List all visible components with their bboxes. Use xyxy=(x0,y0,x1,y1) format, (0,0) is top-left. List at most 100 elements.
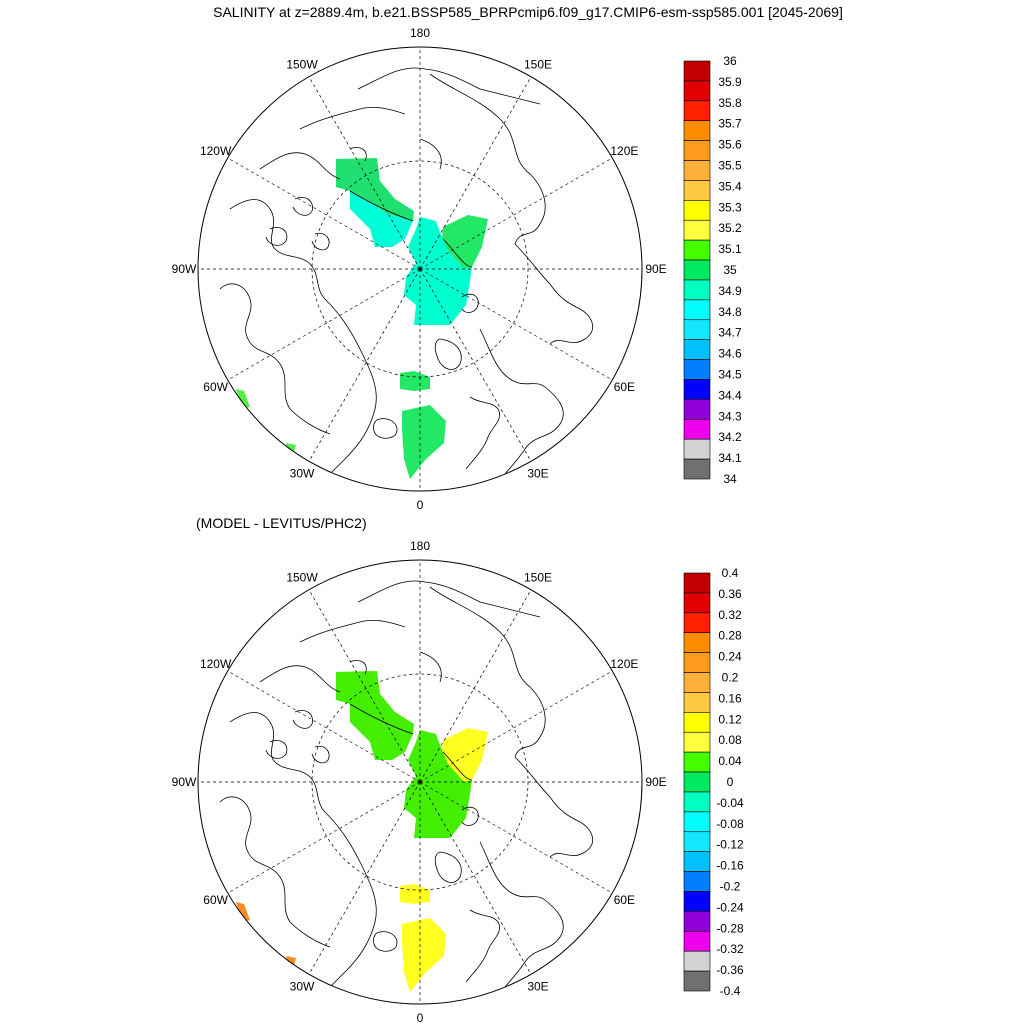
field-iceland xyxy=(400,371,430,391)
field-lab xyxy=(236,902,250,922)
lon-label-30w: 30W xyxy=(290,466,315,480)
lon-label-30e: 30E xyxy=(527,979,548,993)
difference-map-panel: 0 30E 60E 90E 120E 150E 180 150W 120W 90W 60W 30W xyxy=(172,539,667,1024)
difference-colorbar: 0.4 0.36 0.32 0.28 0.24 0.2 0.16 0.12 0.08 0.04 0 -… xyxy=(683,566,744,998)
lon-label-150w: 150W xyxy=(286,58,318,72)
colorbar-label: 35 xyxy=(723,263,737,277)
colorbar-label: -0.32 xyxy=(716,942,744,956)
meridian xyxy=(419,589,532,783)
colorbar-swatch xyxy=(683,831,711,852)
meridian xyxy=(419,268,532,462)
colorbar-label: 0.4 xyxy=(722,566,739,580)
colorbar-swatch xyxy=(683,612,711,634)
colorbar-swatch xyxy=(683,279,711,301)
coastline xyxy=(514,243,594,345)
coastline xyxy=(292,709,313,729)
graticule xyxy=(198,560,642,1004)
coastline xyxy=(465,396,500,470)
lon-label-120e: 120E xyxy=(610,144,638,158)
salinity-colorbar: 36 35.9 35.8 35.7 35.6 35.5 35.4 35.3 35.2 35.1 35… xyxy=(683,54,742,486)
colorbar-label: 36 xyxy=(723,54,737,68)
field-iceland xyxy=(400,884,430,904)
colorbar-swatch xyxy=(683,259,711,281)
field-lomo xyxy=(404,730,472,838)
coastline xyxy=(479,328,564,491)
coastline xyxy=(434,851,462,883)
colorbar-label: 35.8 xyxy=(718,96,742,110)
colorbar-swatch xyxy=(683,871,711,892)
colorbar-swatch xyxy=(683,572,711,594)
colorbar-swatch xyxy=(683,851,711,872)
salinity-field xyxy=(236,158,488,479)
coastline xyxy=(429,586,546,758)
colorbar-label: -0.12 xyxy=(716,838,744,852)
coastline xyxy=(419,138,442,170)
colorbar-label: 35.3 xyxy=(718,200,742,214)
graticule xyxy=(198,47,642,491)
colorbar-label: 34.4 xyxy=(718,388,742,402)
colorbar-swatch xyxy=(683,140,711,161)
colorbar-label: 34.3 xyxy=(718,409,742,423)
coastline xyxy=(461,293,479,313)
colorbar-swatch xyxy=(683,80,711,102)
lon-label-30w: 30W xyxy=(290,979,315,993)
salinity-map-panel: 0 30E 60E 90E 120E 150E 180 150W 120W 90W 60W 30W xyxy=(172,26,667,512)
coastline xyxy=(349,146,367,162)
colorbar-label: 0.12 xyxy=(718,712,742,726)
colorbar-swatch xyxy=(683,970,711,992)
colorbar-label: 34.2 xyxy=(718,430,742,444)
coastline xyxy=(311,232,330,251)
coastline xyxy=(259,665,341,693)
colorbar-label: 0.08 xyxy=(718,733,742,747)
meridian xyxy=(227,268,421,381)
lon-label-120w: 120W xyxy=(200,657,232,671)
meridian xyxy=(308,268,421,462)
coastline xyxy=(265,739,288,759)
field-beaufort_s xyxy=(350,191,413,247)
colorbar-label: 0.32 xyxy=(718,608,742,622)
field-lomo_s xyxy=(442,728,488,782)
colorbar-swatch xyxy=(683,379,711,400)
colorbar-swatch xyxy=(683,120,711,141)
colorbar-label: 34.7 xyxy=(718,326,742,340)
colorbar-swatch xyxy=(683,399,711,420)
colorbar-swatch xyxy=(683,712,711,733)
contour-line xyxy=(442,238,473,268)
meridian xyxy=(419,268,613,381)
coastline xyxy=(514,756,594,858)
coastline xyxy=(311,745,330,764)
colorbar-label: 35.5 xyxy=(718,159,742,173)
colorbar-swatch xyxy=(683,458,711,480)
colorbar-swatch xyxy=(683,359,711,380)
coastline xyxy=(309,811,377,1004)
coastlines xyxy=(219,67,594,491)
colorbar-swatch xyxy=(683,652,711,673)
colorbar-label: 0.16 xyxy=(718,691,742,705)
contour-line xyxy=(442,751,473,781)
meridian xyxy=(308,589,421,783)
colorbar-swatch xyxy=(683,811,711,833)
colorbar-swatch xyxy=(683,791,711,813)
colorbar-swatch xyxy=(683,632,711,653)
longitude-labels: 0 30E 60E 90E 120E 150E 180 150W 120W 90W 60W 30W xyxy=(172,539,667,1024)
coastline xyxy=(479,841,564,1004)
colorbar-swatch xyxy=(683,438,711,460)
colorbar-label: 35.7 xyxy=(718,117,742,131)
lon-label-120e: 120E xyxy=(610,657,638,671)
meridian xyxy=(419,781,613,894)
meridian xyxy=(227,781,421,894)
field-lomo_s xyxy=(442,215,488,269)
latitude-circle xyxy=(311,673,529,891)
colorbar-label: -0.36 xyxy=(716,963,744,977)
colorbar-swatch xyxy=(683,160,711,181)
coastline xyxy=(461,806,479,826)
colorbar-label: 35.9 xyxy=(718,75,742,89)
coastline xyxy=(434,338,462,370)
lon-label-90w: 90W xyxy=(172,775,197,789)
coastline xyxy=(373,931,398,952)
colorbar-label: -0.04 xyxy=(716,796,744,810)
coastline xyxy=(292,196,313,216)
colorbar-swatch xyxy=(683,239,711,261)
lon-label-180: 180 xyxy=(410,26,430,40)
coastline xyxy=(419,651,442,683)
